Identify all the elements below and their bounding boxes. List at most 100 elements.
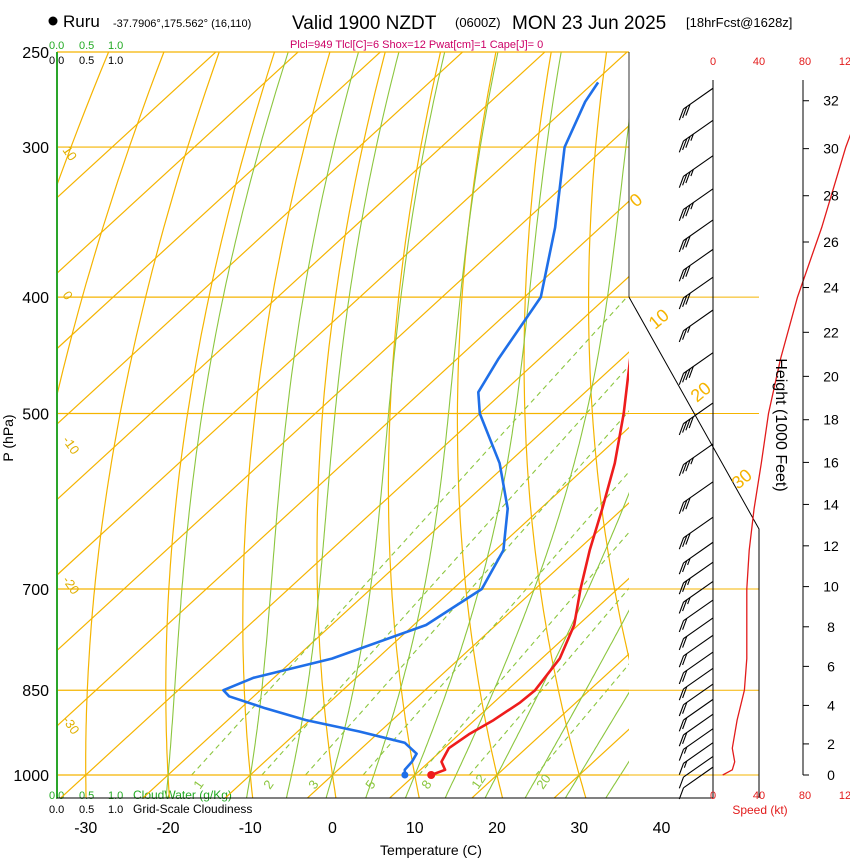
cloudwater-top-tick: 0.5 <box>79 40 94 52</box>
wind-barb <box>678 561 714 595</box>
isotherm-label: -10 <box>60 433 83 457</box>
height-tick-label: 2 <box>827 736 835 752</box>
wind-barb <box>678 683 714 717</box>
wind-barb-flag <box>683 760 688 768</box>
wind-barb-flag <box>682 686 688 699</box>
wind-barb-staff <box>683 667 714 690</box>
wind-barb-flag <box>685 171 691 184</box>
wind-barb-flag <box>685 497 691 510</box>
wind-barb-flag <box>678 269 685 282</box>
mixing-ratio-line <box>305 410 629 776</box>
isotherm-line <box>634 31 850 801</box>
moist-adiabat-line <box>484 491 629 798</box>
cloudwater-label: CloudWater (g/Kg) <box>133 788 232 802</box>
wind-barb-staff <box>683 541 714 564</box>
height-tick-label: 12 <box>823 538 839 554</box>
moist-adiabat-line <box>245 52 360 798</box>
mixing-ratio-line <box>418 531 629 776</box>
wind-barb <box>678 219 714 253</box>
moist-adiabat-line <box>285 52 400 798</box>
surface-temperature-dot <box>427 771 436 779</box>
wind-barb-staff <box>683 634 714 657</box>
wind-barb-staff <box>683 188 714 210</box>
moist-adiabat-line <box>165 52 289 798</box>
wind-barb-flag <box>685 265 691 277</box>
wind-barb-flag <box>678 330 685 343</box>
wind-barb-staff <box>683 119 714 142</box>
dry-adiabat-line <box>85 52 220 798</box>
wind-barb-flag <box>678 502 685 514</box>
temperature-tick-label: -20 <box>156 820 179 837</box>
wind-barb-flag <box>678 423 685 436</box>
temperature-tick-label: 20 <box>488 820 506 837</box>
wind-barb-flag <box>682 328 688 340</box>
wind-barb-flag <box>678 108 685 121</box>
wind-barb-flag <box>682 238 688 250</box>
pressure-tick-label: 500 <box>22 407 49 424</box>
wind-barb-flag <box>682 499 688 512</box>
speed-top-tick: 40 <box>753 56 765 68</box>
wind-barb-flag <box>685 533 691 545</box>
cloudwater-bottom-tick: 0.5 <box>79 790 94 802</box>
wind-barb <box>678 581 714 614</box>
isotherm-line <box>224 426 629 798</box>
mixing-ratio-label: 3 <box>305 777 321 792</box>
wind-barb-flag <box>678 688 685 701</box>
wind-barb-flag <box>683 746 688 754</box>
wind-barb-flag <box>687 578 691 586</box>
wind-barb-staff <box>683 276 714 299</box>
dry-adiabat-lines <box>57 52 629 798</box>
temperature-line <box>430 357 629 777</box>
wind-barb-staff <box>683 755 714 778</box>
wind-barb-staff <box>683 309 714 332</box>
speed-bottom-tick: 80 <box>799 790 811 802</box>
speed-bottom-tick: 0 <box>710 790 716 802</box>
isotherm-line <box>57 52 628 576</box>
speed-axis-title: Speed (kt) <box>732 803 787 817</box>
temperature-tick-label: 40 <box>653 820 671 837</box>
wind-barb-staff <box>683 651 714 674</box>
wind-barb-flag <box>690 457 694 465</box>
wind-barb-staff <box>683 481 714 503</box>
moist-adiabat-line <box>404 52 562 798</box>
wind-barb-flag <box>678 562 685 575</box>
dry-adiabat-line <box>588 52 629 661</box>
height-tick-label: 32 <box>823 93 839 109</box>
wind-barb-flag <box>682 636 688 648</box>
cloudiness-bottom-tick: 0.0 <box>49 804 64 816</box>
wind-barb-staff <box>683 352 714 374</box>
y-axis-title: P (hPa) <box>0 414 16 461</box>
wind-barb-flag <box>690 202 694 210</box>
mixing-ratio-line <box>261 365 629 776</box>
wind-barb <box>678 599 714 633</box>
wind-barb-flag <box>682 138 688 151</box>
wind-barb <box>678 713 714 747</box>
wind-speed-line <box>722 133 850 776</box>
speed-top-tick: 80 <box>799 56 811 68</box>
wind-barb-flag <box>682 618 688 630</box>
wind-barb-flag <box>682 295 688 308</box>
surface-dewpoint-dot <box>401 771 409 779</box>
isotherm-line <box>306 502 629 798</box>
wind-barb-flag <box>690 133 694 141</box>
wind-barb <box>678 352 714 385</box>
wind-barb-flag <box>678 672 685 685</box>
wind-barb-flag <box>682 717 688 730</box>
cloudiness-label: Grid-Scale Cloudiness <box>133 802 252 816</box>
wind-barb-staff <box>683 155 714 177</box>
wind-barb-flag <box>685 459 691 472</box>
wind-barb-flag <box>682 535 688 548</box>
wind-barb-staff <box>683 516 714 539</box>
wind-barb <box>678 276 714 310</box>
wind-barb-flag <box>682 462 688 474</box>
wind-barb <box>678 728 714 761</box>
wind-barb-flag <box>678 749 685 761</box>
wind-barb <box>678 309 714 343</box>
dry-adiabat-line <box>316 52 386 798</box>
wind-barb-staff <box>683 713 714 736</box>
wind-barb-flag <box>687 597 691 605</box>
wind-barb-staff <box>683 766 714 789</box>
wind-barb <box>678 248 714 282</box>
